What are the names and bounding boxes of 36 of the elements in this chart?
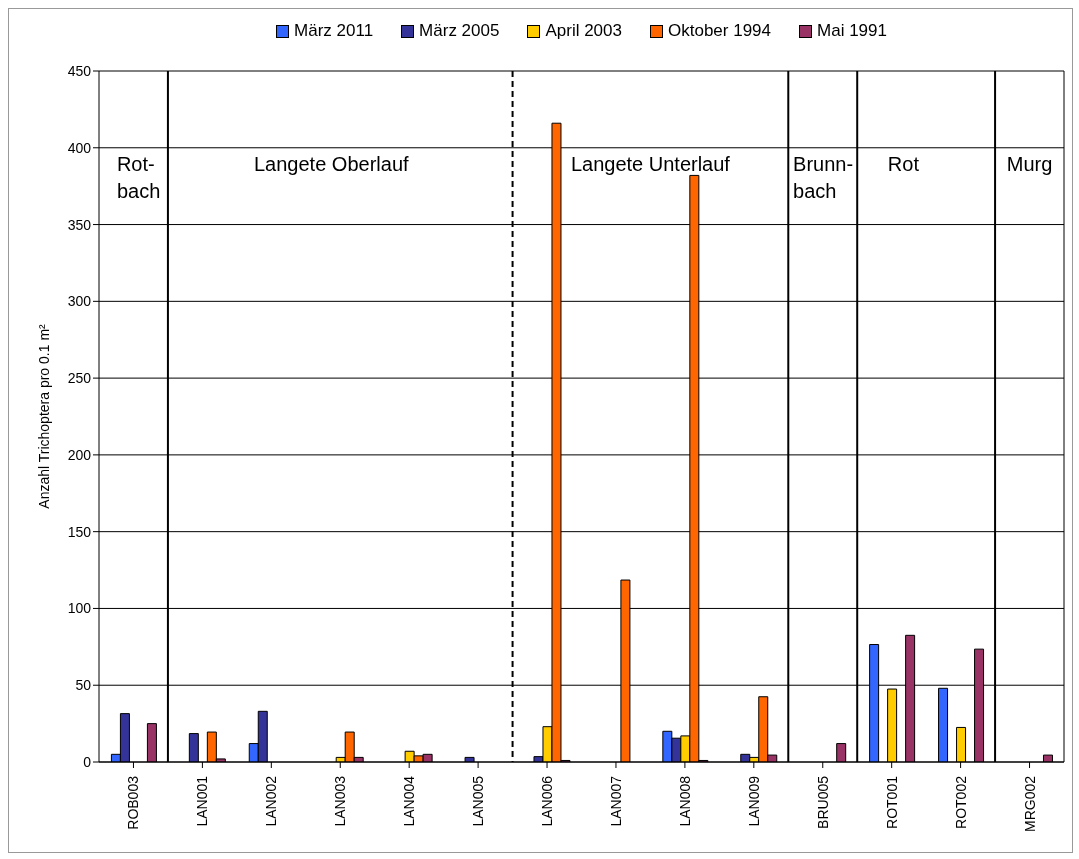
legend-label: März 2011	[293, 21, 374, 41]
y-tick-label: 50	[75, 677, 92, 694]
y-tick-label: 300	[67, 293, 92, 310]
legend-label: Mai 1991	[816, 21, 887, 41]
legend-label: Oktober 1994	[667, 21, 772, 41]
annotation: Rot	[886, 151, 920, 177]
x-tick-label: LAN006	[539, 775, 556, 827]
x-tick-label: BRU005	[814, 775, 831, 829]
y-tick-label: 100	[67, 600, 92, 617]
y-tick-label: 0	[83, 753, 92, 770]
y-tick-label: 200	[67, 446, 92, 463]
annotation: Murg	[1005, 151, 1054, 177]
y-axis-title: Anzahl Trichoptera pro 0.1 m²	[35, 323, 52, 509]
x-tick-label: ROT001	[883, 775, 900, 829]
legend-label: März 2005	[418, 21, 500, 41]
x-tick-label: LAN009	[745, 775, 762, 827]
y-tick-label: 250	[67, 370, 92, 387]
y-tick-label: 450	[67, 62, 92, 79]
x-tick-label: LAN005	[470, 775, 487, 827]
annotation: Brunn-bach	[793, 151, 855, 204]
y-tick-label: 400	[67, 139, 92, 156]
x-tick-label: LAN004	[401, 775, 418, 827]
legend-label: April 2003	[544, 21, 622, 41]
annotation: Rot-bach	[116, 151, 162, 204]
x-tick-label: LAN002	[263, 775, 280, 827]
annotation: Langete Unterlauf	[569, 151, 731, 177]
x-tick-label: LAN001	[194, 775, 211, 827]
y-tick-label: 350	[67, 216, 92, 233]
x-tick-label: ROB003	[125, 775, 142, 830]
x-tick-label: LAN007	[607, 775, 624, 827]
x-tick-label: LAN008	[676, 775, 693, 827]
x-tick-label: ROT002	[952, 775, 969, 829]
x-tick-label: LAN003	[332, 775, 349, 827]
x-tick-label: MRG002	[1021, 775, 1038, 833]
annotation: Langete Oberlauf	[253, 151, 410, 177]
y-tick-label: 150	[67, 523, 92, 540]
